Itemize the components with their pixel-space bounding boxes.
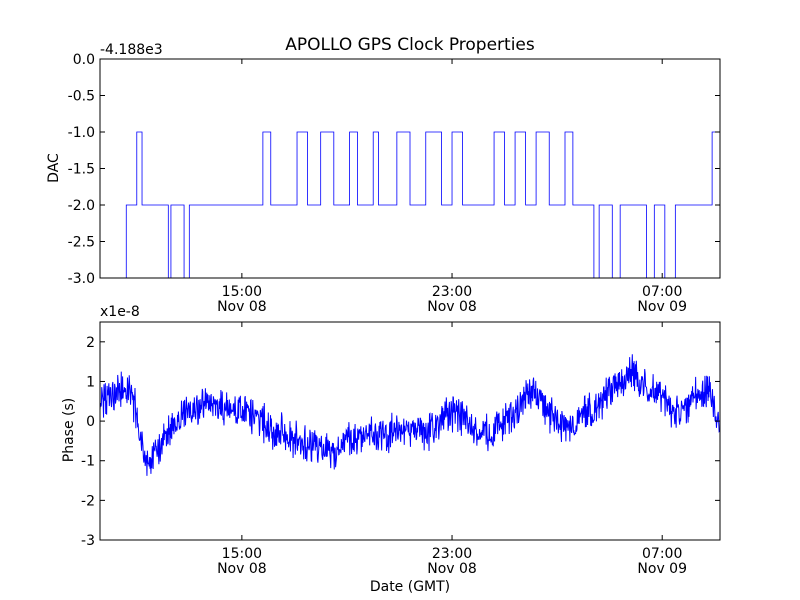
phase-panel: x1e-8 Phase (s) Date (GMT) 2 1 0 -1 -2 -3 15:0…	[61, 304, 721, 595]
phase-ytick-label: -2	[81, 493, 95, 509]
phase-axis-label: Phase (s)	[61, 398, 77, 462]
phase-xtick-date-label: Nov 08	[427, 561, 477, 577]
dac-ytick-label: -2.0	[68, 198, 95, 214]
phase-ytick-label: 0	[86, 414, 95, 430]
phase-offset-text: x1e-8	[100, 304, 140, 320]
phase-ytick-label: -3	[81, 533, 95, 549]
dac-panel: -4.188e3 DAC 0.0 -0.5 -1.0 -1.5 -2.0 -2.5 -3.0…	[46, 42, 721, 315]
phase-series-line	[100, 354, 720, 476]
phase-ytick-label: 2	[86, 335, 95, 351]
dac-xtick-time-label: 23:00	[432, 284, 472, 300]
dac-ytick-label: -3.0	[68, 271, 95, 287]
dac-ytick-label: -2.5	[68, 235, 95, 251]
phase-axes-frame	[99, 321, 721, 541]
phase-ytick-label: -1	[81, 454, 95, 470]
phase-xtick-time-label: 07:00	[642, 546, 682, 562]
phase-xtick-date-label: Nov 09	[637, 561, 687, 577]
phase-xtick-date-label: Nov 08	[217, 561, 267, 577]
dac-ytick-label: 0.0	[73, 52, 95, 68]
chart-title: APOLLO GPS Clock Properties	[285, 35, 535, 55]
dac-xtick-time-label: 15:00	[222, 284, 262, 300]
phase-xtick-time-label: 15:00	[222, 546, 262, 562]
dac-offset-text: -4.188e3	[100, 42, 163, 58]
dac-ytick-label: -1.5	[68, 162, 95, 178]
phase-xtick-time-label: 23:00	[432, 546, 472, 562]
dac-ytick-label: -0.5	[68, 89, 95, 105]
date-axis-label: Date (GMT)	[370, 579, 450, 595]
dac-series-line	[100, 131, 720, 278]
dac-axis-label: DAC	[46, 153, 62, 183]
dac-ytick-label: -1.0	[68, 125, 95, 141]
dac-xtick-date-label: Nov 09	[637, 299, 687, 315]
dac-xtick-date-label: Nov 08	[427, 299, 477, 315]
dac-xtick-date-label: Nov 08	[217, 299, 267, 315]
dac-xtick-time-label: 07:00	[642, 284, 682, 300]
phase-ytick-label: 1	[86, 374, 95, 390]
